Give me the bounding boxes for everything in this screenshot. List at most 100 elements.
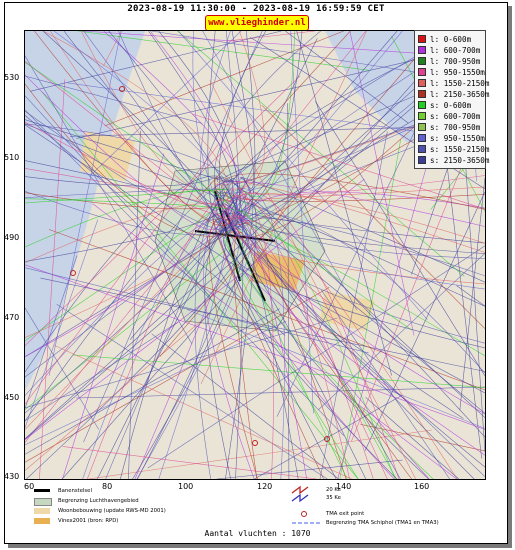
legend-item: s: 2150-3650m: [418, 155, 489, 166]
flight-track: [25, 62, 412, 331]
flight-track: [53, 31, 239, 219]
flight-track: [214, 177, 412, 479]
flight-track: [88, 429, 432, 479]
tma-exit-point: [119, 86, 125, 92]
flight-track: [134, 208, 245, 479]
legend-item: l: 600-700m: [418, 45, 480, 56]
flight-track: [25, 219, 99, 428]
flight-track: [25, 287, 330, 463]
flight-track: [25, 192, 216, 210]
flight-track: [25, 190, 236, 248]
vinex-swatch: [34, 518, 50, 524]
legend-swatch: [418, 134, 426, 143]
flight-track: [227, 188, 285, 479]
flight-track: [120, 197, 222, 479]
y-tick-490: 490: [4, 233, 20, 242]
flight-track: [25, 74, 220, 230]
flight-track: [25, 175, 218, 373]
noise-contour-icon: [291, 485, 309, 503]
flight-track: [339, 139, 401, 479]
flight-track: [25, 115, 420, 358]
flight-track: [230, 200, 485, 290]
legend-item: l: 0-600m: [418, 34, 471, 45]
flight-track: [296, 31, 392, 376]
runway-swatch: [34, 489, 50, 492]
flight-track: [25, 255, 78, 409]
flight-track: [103, 31, 251, 209]
flight-track: [25, 121, 250, 219]
tma-exit-icon: [301, 511, 307, 517]
flight-track: [459, 177, 485, 411]
flight-track: [214, 100, 485, 186]
flight-track: [223, 218, 485, 349]
flight-track: [229, 119, 485, 236]
flight-track: [239, 213, 485, 468]
flight-track: [25, 215, 240, 430]
flight-track: [25, 307, 99, 430]
housing-label: Woonbebouwing (update RWS-MD 2001): [58, 508, 166, 514]
legend-label: l: 1550-2150m: [430, 78, 490, 88]
legend-swatch: [418, 68, 426, 77]
flight-track: [228, 187, 485, 415]
legend-item: l: 700-950m: [418, 56, 480, 67]
flight-track: [231, 213, 475, 479]
ke20-label: 20 Ke: [326, 487, 341, 493]
legend-label: l: 950-1550m: [430, 67, 485, 77]
legend-swatch: [418, 79, 426, 88]
legend-label: s: 0-600m: [430, 100, 472, 110]
flight-track: [25, 42, 467, 439]
flight-track: [25, 176, 218, 187]
legend-label: s: 1550-2150m: [430, 144, 490, 154]
flight-track: [231, 31, 403, 227]
legend-item: l: 1550-2150m: [418, 78, 489, 89]
flight-track: [76, 386, 485, 399]
flight-track: [202, 31, 357, 310]
flight-track: [80, 31, 219, 192]
flight-track: [315, 101, 485, 377]
tma-boundary-icon: [292, 522, 322, 524]
legend-label: s: 950-1550m: [430, 133, 485, 143]
flight-track: [287, 103, 290, 479]
legend-label: l: 700-950m: [430, 56, 481, 66]
flight-track: [200, 31, 239, 227]
flight-track: [25, 109, 345, 436]
sea-area: [25, 31, 145, 391]
flight-track: [72, 354, 485, 388]
flight-track: [42, 31, 229, 202]
flight-track: [222, 213, 485, 374]
flight-track: [132, 177, 254, 479]
flight-track: [209, 80, 416, 479]
flight-track: [40, 277, 485, 372]
y-tick-430: 430: [4, 472, 20, 481]
x-tick-140: 140: [336, 482, 352, 491]
flight-track: [239, 175, 485, 196]
legend-item: s: 1550-2150m: [418, 144, 489, 155]
legend-swatch: [418, 156, 426, 165]
flight-track: [103, 31, 122, 67]
flight-track: [225, 193, 485, 244]
site-banner-link[interactable]: www.vlieghinder.nl: [205, 15, 309, 31]
flight-track: [228, 178, 244, 479]
flight-track: [25, 119, 230, 183]
flight-track: [235, 31, 256, 217]
flight-track: [128, 130, 141, 479]
flight-track: [151, 333, 339, 479]
y-tick-530: 530: [4, 73, 20, 82]
legend-item: l: 950-1550m: [418, 67, 485, 78]
flight-track: [218, 31, 267, 226]
tma-exit-point: [324, 436, 330, 442]
flight-track: [216, 194, 485, 307]
flight-track: [97, 38, 318, 479]
flight-track: [464, 155, 485, 453]
flight-track: [25, 178, 365, 440]
flight-track: [25, 188, 231, 199]
time-range-title: 2023-08-19 11:30:00 - 2023-08-19 16:59:5…: [127, 4, 385, 14]
flight-track: [320, 289, 450, 479]
flight-track: [30, 31, 282, 92]
flight-track: [242, 222, 347, 479]
flight-track: [196, 31, 351, 200]
tma-exit-point: [70, 270, 76, 276]
legend-label: s: 600-700m: [430, 111, 481, 121]
tma-exit-label: TMA exit point: [326, 511, 365, 517]
flight-track: [228, 219, 485, 285]
